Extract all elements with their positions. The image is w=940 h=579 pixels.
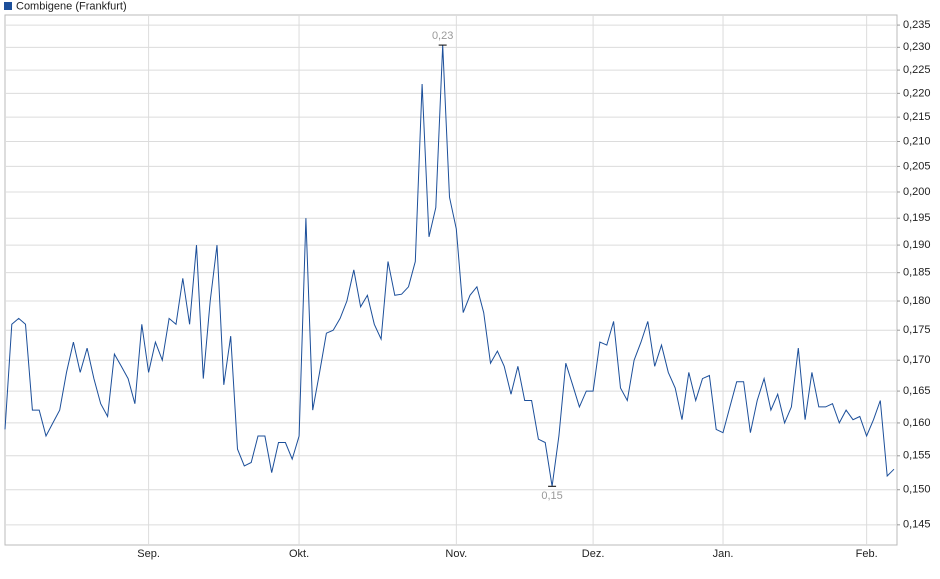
y-tick-label: 0,225 [903, 64, 931, 76]
x-tick-label: Dez. [582, 548, 605, 560]
y-tick-label: 0,160 [903, 417, 931, 429]
y-tick-label: 0,235 [903, 19, 931, 31]
y-tick-label: 0,220 [903, 87, 931, 99]
y-tick-label: 0,165 [903, 385, 931, 397]
y-tick-label: 0,170 [903, 354, 931, 366]
x-tick-label: Sep. [137, 548, 160, 560]
x-tick-label: Jan. [713, 548, 734, 560]
x-tick-label: Okt. [289, 548, 309, 560]
y-tick-label: 0,150 [903, 484, 931, 496]
y-tick-label: 0,175 [903, 324, 931, 336]
y-tick-label: 0,190 [903, 239, 931, 251]
value-label: 0,15 [541, 490, 562, 502]
y-tick-label: 0,215 [903, 111, 931, 123]
line [4, 45, 895, 487]
x-tick-label: Feb. [856, 548, 878, 560]
x-tick-label: Nov. [445, 548, 467, 560]
y-tick-label: 0,180 [903, 295, 931, 307]
y-tick-label: 0,195 [903, 212, 931, 224]
y-tick-label: 0,205 [903, 160, 931, 172]
y-tick-label: 0,210 [903, 135, 931, 147]
y-tick-label: 0,145 [903, 519, 931, 531]
legend-label: Combigene (Frankfurt) [16, 0, 127, 12]
y-tick-label: 0,185 [903, 267, 931, 279]
y-tick-label: 0,155 [903, 450, 931, 462]
y-tick-label: 0,230 [903, 41, 931, 53]
y-tick-label: 0,200 [903, 186, 931, 198]
plot-frame [4, 14, 898, 546]
legend-swatch [4, 2, 12, 10]
value-label: 0,23 [432, 30, 453, 42]
